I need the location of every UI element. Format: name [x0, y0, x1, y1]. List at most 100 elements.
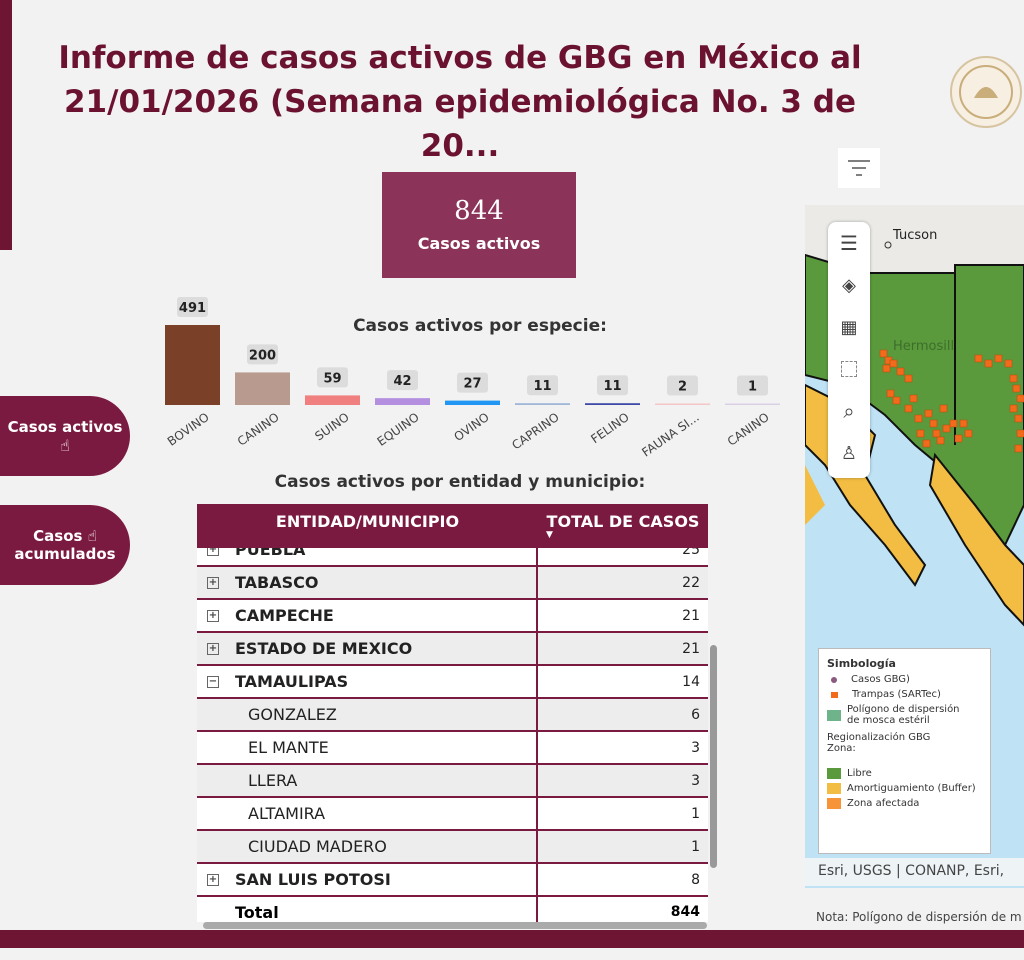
trap-marker[interactable] [994, 354, 1003, 363]
trap-marker[interactable] [1009, 374, 1018, 383]
bar-5[interactable] [515, 403, 570, 405]
expand-icon[interactable]: + [207, 576, 219, 589]
trap-marker[interactable] [1012, 384, 1021, 393]
trap-marker[interactable] [1016, 394, 1024, 403]
map-search-button[interactable]: ⌕ [828, 390, 870, 432]
legend-item-afectada: Zona afectada [827, 798, 982, 809]
table-row[interactable]: GONZALEZ 6 [197, 699, 708, 732]
legend-label: Polígono de dispersión de mosca estéril [847, 704, 960, 726]
category-label: BOVINO [165, 410, 212, 449]
trap-marker[interactable] [909, 394, 918, 403]
table-vertical-scrollbar[interactable] [710, 645, 717, 868]
table-horizontal-scrollbar[interactable] [203, 922, 707, 929]
legend-label: Zona afectada [847, 798, 920, 809]
table-row[interactable]: + ESTADO DE MEXICO 21 [197, 633, 708, 666]
map-basemap-button[interactable]: ▦ [828, 306, 870, 348]
map-note: Nota: Polígono de dispersión de m [816, 910, 1022, 924]
column-header-entity[interactable]: ENTIDAD/MUNICIPIO [275, 512, 460, 531]
entity-cell: + ESTADO DE MEXICO [197, 633, 538, 664]
table-row[interactable]: ALTAMIRA 1 [197, 798, 708, 831]
swatch [827, 709, 841, 721]
trap-marker[interactable] [1014, 444, 1023, 453]
trap-marker[interactable] [942, 424, 951, 433]
trap-marker[interactable] [879, 349, 888, 358]
trap-marker[interactable] [914, 414, 923, 423]
table-row[interactable]: + CAMPECHE 21 [197, 600, 708, 633]
legend-label: Amortiguamiento (Buffer) [847, 783, 976, 794]
bar-2[interactable] [305, 395, 360, 405]
map-select-button[interactable] [828, 348, 870, 390]
left-accent-bar [0, 0, 12, 250]
active-cases-button[interactable]: Casos activos ☝ [0, 396, 130, 476]
accumulated-label-2: acumulados [14, 545, 116, 563]
trap-marker[interactable] [1009, 404, 1018, 413]
trap-marker[interactable] [949, 419, 958, 428]
bar-7[interactable] [655, 403, 710, 406]
trap-marker[interactable] [939, 404, 948, 413]
table-header: ENTIDAD/MUNICIPIO TOTAL DE CASOS ▼ [197, 504, 708, 548]
column-header-total[interactable]: TOTAL DE CASOS ▼ [538, 504, 708, 548]
trap-marker[interactable] [959, 419, 968, 428]
entity-name: TABASCO [235, 573, 319, 592]
filter-button[interactable] [838, 148, 880, 188]
map-account-button[interactable]: ♙ [828, 432, 870, 474]
trap-marker[interactable] [1004, 359, 1013, 368]
category-label: CANINO [235, 410, 282, 449]
search-icon: ⌕ [843, 399, 855, 423]
legend-item-buffer: Amortiguamiento (Buffer) [827, 783, 982, 794]
trap-marker[interactable] [882, 364, 891, 373]
trap-marker[interactable] [889, 359, 898, 368]
expand-icon[interactable]: + [207, 873, 219, 886]
category-label: FAUNA SI... [639, 410, 701, 460]
trap-marker[interactable] [904, 374, 913, 383]
entity-name: GONZALEZ [248, 705, 337, 724]
title-line-2: 21/01/2026 (Semana epidemiológica No. 3 … [63, 84, 856, 164]
total-cell: 3 [691, 772, 700, 789]
data-label-bg [457, 372, 488, 393]
trap-marker[interactable] [936, 436, 945, 445]
bar-6[interactable] [585, 403, 640, 405]
trap-marker[interactable] [984, 359, 993, 368]
accumulated-cases-button[interactable]: Casos ☝ acumulados [0, 505, 130, 585]
bar-4[interactable] [445, 400, 500, 405]
basemap-gallery-icon: ▦ [840, 316, 858, 338]
expand-icon[interactable]: + [207, 609, 219, 622]
bar-1[interactable] [235, 372, 290, 405]
table-row[interactable]: − TAMAULIPAS 14 [197, 666, 708, 699]
table-row[interactable]: EL MANTE 3 [197, 732, 708, 765]
trap-marker[interactable] [892, 396, 901, 405]
table-row[interactable]: + TABASCO 22 [197, 567, 708, 600]
category-label: OVINO [451, 410, 491, 444]
trap-marker[interactable] [1016, 429, 1024, 438]
trap-marker[interactable] [904, 404, 913, 413]
trap-marker[interactable] [916, 429, 925, 438]
total-cell: 14 [682, 673, 700, 690]
trap-marker[interactable] [932, 429, 941, 438]
map-menu-button[interactable]: ☰ [828, 222, 870, 264]
table-row[interactable]: LLERA 3 [197, 765, 708, 798]
trap-marker[interactable] [954, 434, 963, 443]
map-layers-button[interactable]: ◈ [828, 264, 870, 306]
expand-icon[interactable]: + [207, 642, 219, 655]
table-row[interactable]: + SAN LUIS POTOSI 8 [197, 864, 708, 897]
swatch [827, 768, 841, 779]
data-label-bg [597, 375, 628, 396]
map-legend: Simbología Casos GBG) Trampas (SARTec) P… [818, 648, 991, 854]
trap-marker[interactable] [929, 419, 938, 428]
bar-8[interactable] [725, 403, 780, 406]
bar-0[interactable] [165, 325, 220, 405]
swatch [827, 783, 841, 794]
data-label: 200 [249, 348, 276, 363]
trap-marker[interactable] [886, 389, 895, 398]
trap-marker[interactable] [896, 367, 905, 376]
trap-marker[interactable] [974, 354, 983, 363]
trap-marker[interactable] [922, 439, 931, 448]
data-label: 59 [323, 371, 341, 386]
data-label-bg [317, 367, 348, 388]
trap-marker[interactable] [1014, 414, 1023, 423]
trap-marker[interactable] [924, 409, 933, 418]
collapse-icon[interactable]: − [207, 675, 219, 688]
table-row[interactable]: CIUDAD MADERO 1 [197, 831, 708, 864]
bar-3[interactable] [375, 398, 430, 405]
trap-marker[interactable] [964, 429, 973, 438]
